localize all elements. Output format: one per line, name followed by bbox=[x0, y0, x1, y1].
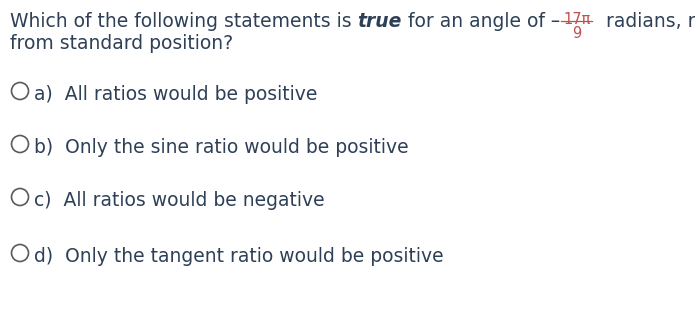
Text: b)  Only the sine ratio would be positive: b) Only the sine ratio would be positive bbox=[35, 138, 409, 157]
Text: from standard position?: from standard position? bbox=[10, 34, 233, 53]
Text: 9: 9 bbox=[572, 26, 582, 41]
Text: radians, rotated: radians, rotated bbox=[594, 12, 695, 31]
Text: a)  All ratios would be positive: a) All ratios would be positive bbox=[35, 85, 318, 104]
Text: true: true bbox=[358, 12, 402, 31]
Text: c)  All ratios would be negative: c) All ratios would be negative bbox=[35, 191, 325, 210]
Text: Which of the following statements is: Which of the following statements is bbox=[10, 12, 358, 31]
Text: 17π: 17π bbox=[563, 12, 591, 27]
Text: for an angle of –: for an angle of – bbox=[402, 12, 560, 31]
Text: d)  Only the tangent ratio would be positive: d) Only the tangent ratio would be posit… bbox=[35, 247, 444, 266]
